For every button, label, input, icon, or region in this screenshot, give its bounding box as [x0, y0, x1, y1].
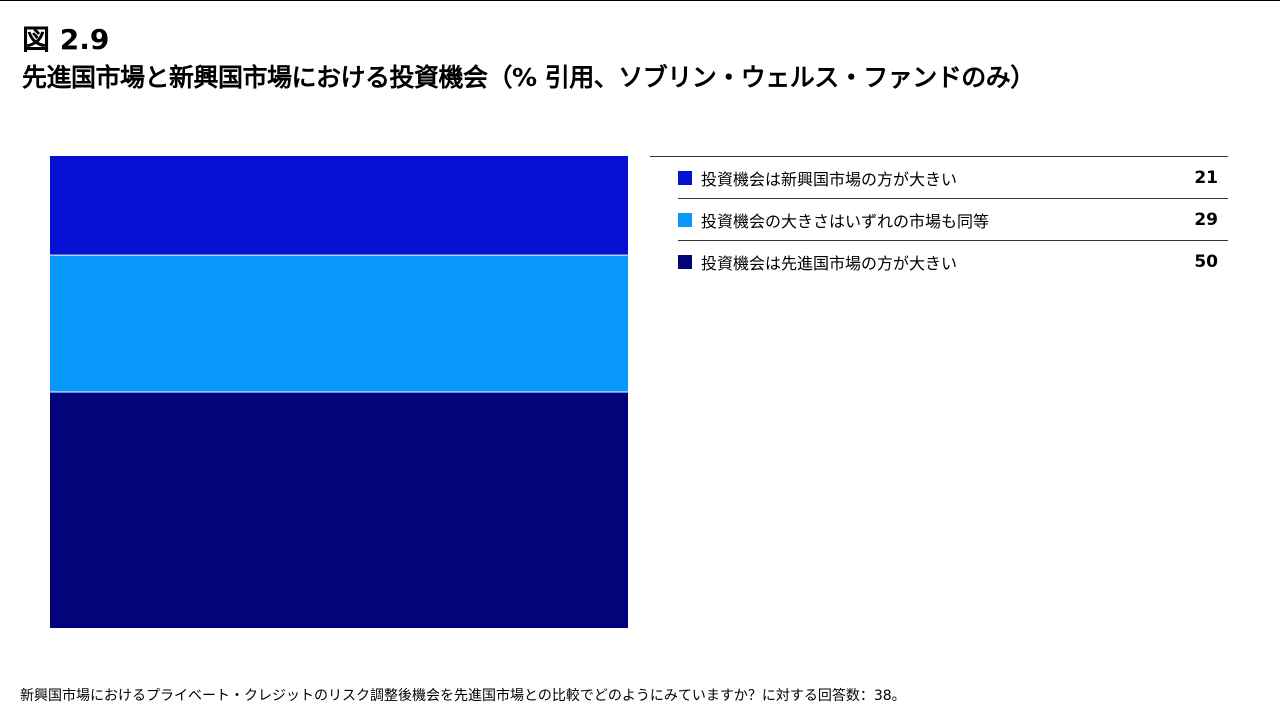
legend-item: 投資機会は先進国市場の方が大きい 50: [678, 241, 1228, 282]
legend-value: 50: [1194, 251, 1218, 272]
legend-item: 投資機会は新興国市場の方が大きい 21: [678, 157, 1228, 199]
legend-swatch: [678, 212, 692, 227]
legend-label: 投資機会は先進国市場の方が大きい: [701, 253, 958, 273]
legend-swatch: [678, 170, 692, 185]
top-rule: [0, 0, 1280, 1]
legend-value: 29: [1194, 209, 1218, 230]
legend-swatch: [678, 254, 692, 269]
bar-segment-3: [50, 392, 628, 628]
footnote: 新興国市場におけるプライベート・クレジットのリスク調整後機会を先進国市場との比較…: [20, 688, 906, 704]
legend: 投資機会は新興国市場の方が大きい 21 投資機会の大きさはいずれの市場も同等 2…: [650, 156, 1228, 282]
bar-segment-1: [50, 156, 628, 256]
legend-label: 投資機会の大きさはいずれの市場も同等: [701, 211, 990, 231]
figure-label: 図 2.9: [22, 23, 110, 56]
chart-title: 先進国市場と新興国市場における投資機会（% 引用、ソブリン・ウェルス・ファンドの…: [22, 63, 1035, 92]
legend-item: 投資機会の大きさはいずれの市場も同等 29: [678, 199, 1228, 241]
legend-label: 投資機会は新興国市場の方が大きい: [701, 169, 958, 189]
bar-segment-2: [50, 255, 628, 392]
legend-value: 21: [1194, 167, 1218, 188]
